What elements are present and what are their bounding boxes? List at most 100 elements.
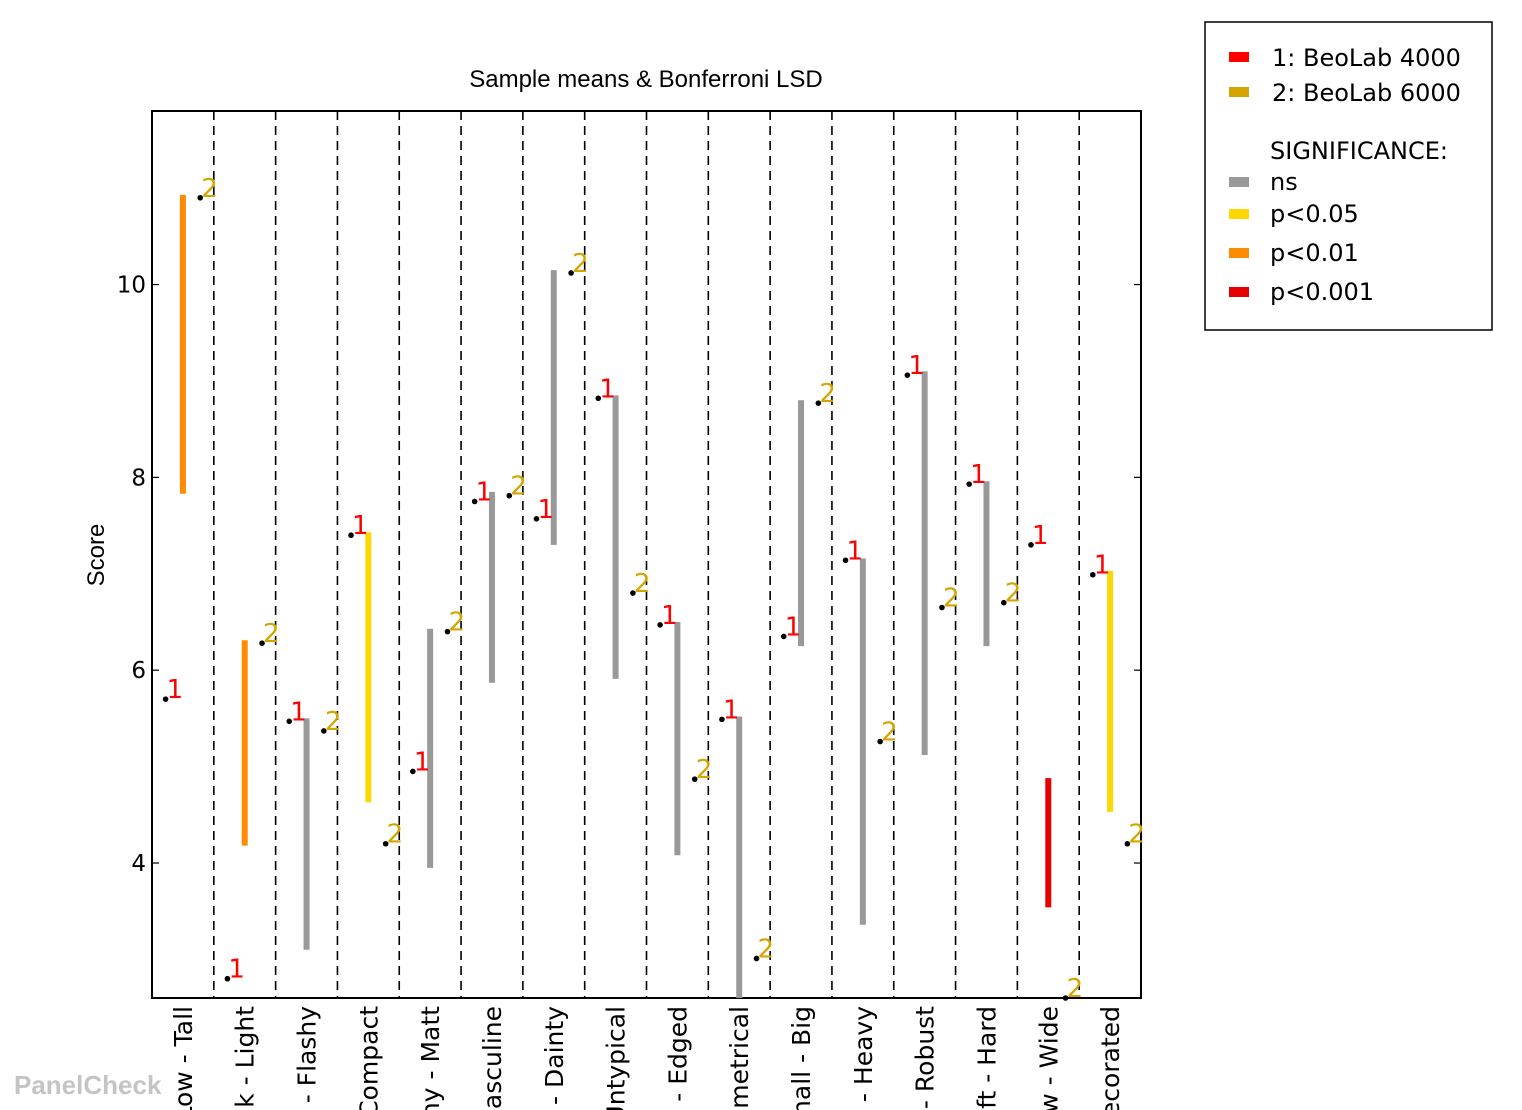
sample-mean-point [197,194,204,201]
sample-mean-point [321,728,327,734]
x-tick-label: Low - Tall [169,1006,198,1110]
sample-mean-point [719,716,725,723]
sample-mean-point [471,498,478,505]
x-tick-label: w - Wide [1034,1006,1063,1110]
sample-mean-point [533,516,540,522]
x-tick-label: - Edged [663,1006,692,1102]
sample-marker-label: 1 [1094,551,1111,581]
x-tick-label: ecorated [1096,1006,1125,1110]
legend-label: p<0.05 [1270,200,1359,228]
sample-marker-label: 1 [290,697,307,727]
sample-mean-point [224,975,231,982]
sample-mean-point [1062,995,1069,1001]
sample-marker-label: 1 [476,477,493,507]
sample-mean-point [259,640,265,646]
sample-marker-label: 2 [572,249,589,279]
sample-marker-label: 2 [1128,820,1145,850]
sample-mean-point [506,492,513,499]
sample-mean-point [162,696,169,702]
sample-mean-point [286,718,293,725]
sample-mean-point [877,738,883,745]
chart-title: Sample means & Bonferroni LSD [469,66,823,93]
sample-mean-point [1000,599,1007,606]
sample-mean-point [753,955,760,962]
y-tick-label: 10 [117,273,146,299]
sample-mean-point [966,481,972,487]
sample-marker-label: 1 [1032,521,1049,551]
sample-marker-label: 1 [970,460,987,490]
sample-marker-label: 1 [599,374,616,404]
y-tick-label: 8 [131,465,146,491]
legend-swatch [1229,209,1249,219]
x-tick-label: metrical [725,1006,754,1109]
x-tick-label: ft - Hard [972,1006,1001,1109]
sample-mean-point [904,372,911,378]
sample-marker-label: 1 [352,511,369,541]
sample-marker-label: 2 [819,379,836,409]
sample-mean-point [630,590,636,596]
sample-marker-label: 2 [263,619,280,649]
sample-marker-label: 1 [414,747,431,777]
sample-marker-label: 1 [908,351,925,381]
legend-frame [1204,21,1493,331]
x-tick-label: - Robust [911,1006,940,1109]
x-tick-label: - Dainty [540,1006,569,1105]
x-tick-label: - Flashy [293,1006,322,1103]
x-tick-label: ny - Matt [416,1006,445,1110]
sample-mean-point [691,776,698,782]
panelcheck-watermark: PanelCheck [14,1070,162,1100]
legend-swatch [1229,287,1249,297]
y-tick-label: 6 [131,658,146,684]
sample-mean-point [657,622,663,628]
sample-marker-label: 1 [537,495,554,525]
sample-marker-label: 1 [785,612,802,642]
sample-marker-label: 2 [881,718,898,748]
sample-mean-point [780,633,787,640]
sample-mean-point [1089,571,1096,578]
sample-marker-label: 2 [696,755,713,785]
x-tick-label: nall - Big [787,1006,816,1110]
sample-marker-label: 2 [325,707,342,737]
plot-area: 4 6 8 10 Low - Tall k - Light - Flashy Compact n… [117,110,1145,1110]
y-tick-label: 4 [131,851,146,877]
sample-mean-point [1124,840,1131,847]
sample-marker-label: 2 [1005,579,1022,609]
sample-mean-point [939,604,945,611]
sample-mean-point [348,532,354,539]
sample-mean-point [568,270,574,276]
sample-marker-label: 2 [448,608,465,638]
sample-marker-label: 2 [387,820,404,850]
sample-mean-point [595,395,602,402]
legend-label: 2: BeoLab 6000 [1272,79,1461,107]
legend-label: ns [1270,168,1298,196]
legend-label: p<0.01 [1270,239,1359,267]
sample-mean-point [444,628,451,635]
legend-swatch [1229,248,1249,258]
sample-marker-label: 2 [634,569,651,599]
sample-mean-point [815,400,822,406]
sample-marker-label: 1 [167,675,184,705]
x-tick-label: Untypical [602,1006,631,1110]
sample-marker-label: 2 [758,934,775,964]
sample-marker-label: 1 [847,536,864,566]
y-axis-label: Score [83,524,110,587]
legend-label: p<0.001 [1270,278,1374,306]
sample-marker-label: 2 [510,472,527,502]
legend-swatch [1229,177,1249,187]
legend: 1: BeoLab 4000 2: BeoLab 6000 SIGNIFICANCE… [1204,21,1493,331]
legend-swatch [1229,52,1249,62]
sample-mean-point [410,768,416,775]
x-tick-label: asculine [478,1006,507,1109]
x-tick-label: Compact [354,1006,383,1110]
sample-marker-label: 2 [1067,974,1084,1004]
legend-significance-title: SIGNIFICANCE: [1270,137,1448,165]
sample-marker-label: 2 [943,584,960,614]
sample-mean-point [382,840,389,847]
sample-marker-label: 1 [228,955,245,985]
legend-swatch [1229,87,1249,97]
legend-label: 1: BeoLab 4000 [1272,44,1461,72]
sample-marker-label: 2 [201,174,218,204]
x-tick-label: - Heavy [849,1006,878,1102]
x-tick-label: k - Light [231,1006,260,1108]
